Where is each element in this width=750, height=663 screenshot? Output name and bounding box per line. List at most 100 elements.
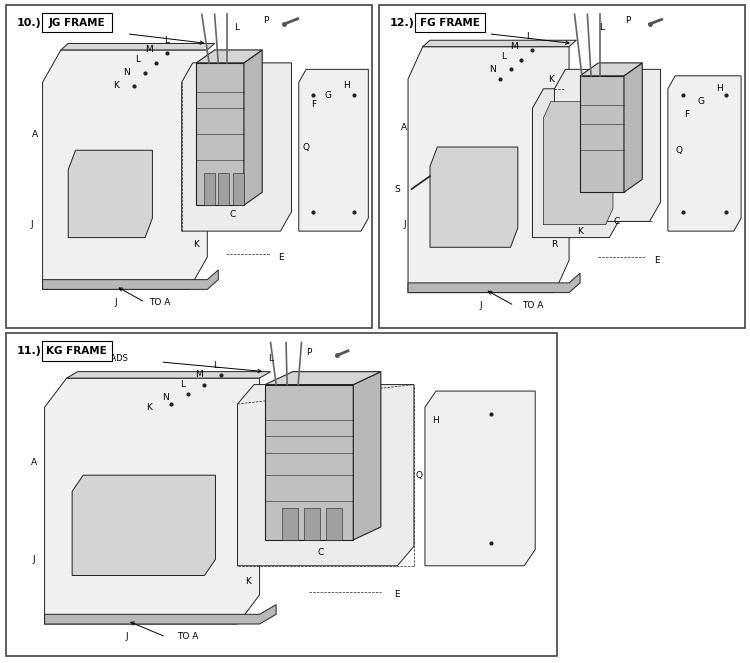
- Text: J: J: [115, 298, 117, 307]
- Text: 11.): 11.): [16, 346, 41, 356]
- Text: 10.): 10.): [16, 18, 41, 28]
- Text: 12.): 12.): [389, 18, 414, 28]
- Polygon shape: [196, 50, 262, 63]
- Text: L: L: [526, 32, 531, 42]
- Text: A: A: [401, 123, 407, 132]
- Polygon shape: [408, 46, 569, 292]
- Text: H: H: [343, 81, 350, 90]
- Text: S: S: [394, 184, 400, 194]
- Bar: [42, 13, 112, 32]
- Text: L: L: [164, 36, 170, 44]
- Text: K: K: [146, 402, 152, 412]
- Text: TO A: TO A: [149, 298, 170, 307]
- Text: M: M: [510, 42, 518, 51]
- Text: L: L: [501, 52, 506, 61]
- Polygon shape: [282, 508, 298, 540]
- Bar: [379, 5, 745, 328]
- Text: JG FRAME: JG FRAME: [49, 17, 105, 28]
- Bar: [415, 13, 484, 32]
- Text: K: K: [577, 227, 583, 235]
- Text: G: G: [698, 97, 704, 106]
- Polygon shape: [68, 151, 152, 237]
- Text: C: C: [317, 548, 323, 558]
- Bar: [6, 5, 372, 328]
- Text: J: J: [30, 220, 33, 229]
- Polygon shape: [423, 40, 577, 46]
- Polygon shape: [668, 76, 741, 231]
- Polygon shape: [430, 147, 518, 247]
- Polygon shape: [353, 372, 381, 540]
- Polygon shape: [44, 378, 260, 624]
- Polygon shape: [554, 70, 661, 221]
- Text: H: H: [716, 84, 722, 93]
- Polygon shape: [72, 475, 215, 575]
- Text: E: E: [394, 590, 400, 599]
- Polygon shape: [61, 44, 214, 50]
- Text: M: M: [195, 371, 202, 379]
- Text: L: L: [599, 23, 604, 32]
- Text: KG FRAME: KG FRAME: [46, 345, 107, 356]
- Text: G: G: [325, 91, 332, 99]
- Polygon shape: [196, 63, 244, 206]
- Polygon shape: [298, 70, 368, 231]
- Text: K: K: [548, 74, 554, 84]
- Text: FG FRAME: FG FRAME: [420, 17, 479, 28]
- Polygon shape: [244, 50, 262, 206]
- Polygon shape: [265, 385, 353, 540]
- Text: R: R: [551, 239, 557, 249]
- Text: E: E: [654, 256, 660, 265]
- Text: M: M: [145, 46, 152, 54]
- Text: F: F: [684, 110, 688, 119]
- Text: L: L: [180, 380, 185, 389]
- Polygon shape: [580, 63, 642, 76]
- Text: ALT. LEADS: ALT. LEADS: [422, 26, 467, 35]
- Text: C: C: [230, 210, 236, 219]
- Text: L: L: [234, 23, 239, 32]
- Polygon shape: [408, 273, 580, 292]
- Text: N: N: [163, 393, 170, 402]
- Polygon shape: [544, 101, 613, 225]
- Polygon shape: [624, 63, 642, 192]
- Polygon shape: [43, 50, 207, 289]
- Polygon shape: [265, 372, 381, 385]
- Polygon shape: [44, 605, 276, 624]
- Text: A: A: [31, 457, 37, 467]
- Text: A: A: [32, 129, 38, 139]
- Bar: [42, 341, 112, 361]
- Polygon shape: [304, 508, 320, 540]
- Polygon shape: [233, 173, 244, 206]
- Text: J: J: [32, 555, 34, 564]
- Text: P: P: [307, 347, 312, 357]
- Text: J: J: [480, 301, 482, 310]
- Text: K: K: [112, 81, 118, 90]
- Polygon shape: [425, 391, 536, 566]
- Polygon shape: [580, 76, 624, 192]
- Text: Q: Q: [416, 471, 423, 480]
- Polygon shape: [238, 385, 414, 566]
- Polygon shape: [326, 508, 342, 540]
- Text: TO A: TO A: [522, 301, 543, 310]
- Text: P: P: [625, 17, 630, 25]
- Text: F: F: [311, 100, 316, 109]
- Text: J: J: [126, 633, 128, 642]
- Text: N: N: [124, 68, 130, 77]
- Polygon shape: [182, 63, 292, 231]
- Text: L: L: [213, 361, 218, 370]
- Text: H: H: [433, 416, 439, 425]
- Text: L: L: [135, 55, 140, 64]
- Text: Q: Q: [675, 146, 682, 154]
- Text: K: K: [245, 577, 251, 587]
- Text: N: N: [489, 65, 496, 74]
- Text: P: P: [263, 17, 268, 25]
- Text: J: J: [403, 220, 406, 229]
- Text: Q: Q: [302, 143, 310, 152]
- Text: TO A: TO A: [177, 633, 199, 642]
- Text: ALT. LEADS: ALT. LEADS: [82, 354, 128, 363]
- Polygon shape: [204, 173, 214, 206]
- Polygon shape: [532, 89, 620, 237]
- Text: ALT. LEADS: ALT. LEADS: [56, 26, 102, 35]
- Text: L: L: [268, 354, 273, 363]
- Text: C: C: [614, 217, 620, 226]
- Bar: [6, 333, 557, 656]
- Polygon shape: [67, 372, 271, 378]
